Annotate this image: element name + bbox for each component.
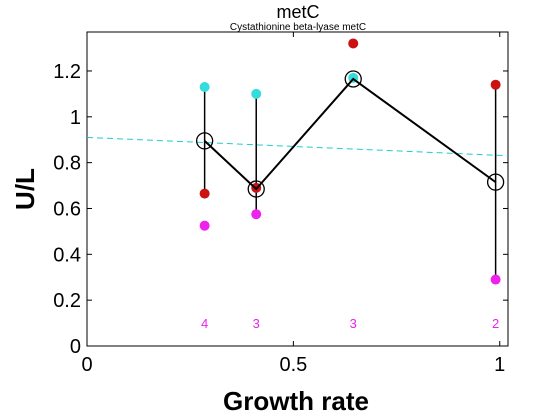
red-point [490,79,501,90]
cyan-point [199,82,210,93]
red-point [199,188,210,199]
y-tick-label: 1 [70,107,81,129]
y-tick-label: 0 [70,336,81,358]
mean-line-group [195,70,505,198]
counts-group: 4 3 3 2 [201,316,499,331]
cyan-point [251,88,262,99]
magenta-point [199,220,210,231]
red-point [348,38,359,49]
y-tick-label: 1.2 [53,61,81,83]
y-tick-label: 0.2 [53,290,81,312]
trend-line [86,136,509,157]
count-label: 4 [201,316,208,331]
chart-title: metC [276,2,319,22]
plot-area [86,31,509,347]
mean-marker [486,173,505,191]
x-tick-label: 0 [81,354,92,376]
count-label: 2 [492,316,499,331]
y-tick-label: 0.6 [53,198,81,220]
x-tick-label: 1 [494,354,505,376]
y-tick-label: 0.4 [53,244,81,266]
mean-marker [195,132,214,150]
x-tick-label: 0.5 [279,354,307,376]
mean-marker [247,180,265,198]
count-label: 3 [253,316,260,331]
mean-line [203,77,497,191]
axis-ticks: 0 0.5 1 0 0.2 0.4 0.6 0.8 1 1.2 [53,32,508,376]
count-label: 3 [350,316,357,331]
x-axis-label: Growth rate [223,386,369,416]
magenta-point [490,274,501,285]
y-tick-label: 0.8 [53,153,81,175]
mean-marker [344,70,362,88]
magenta-point [251,209,262,220]
chart-subtitle: Cystathionine beta-lyase metC [230,22,366,33]
y-axis-label: U/L [10,168,40,210]
trend-line-group [86,136,509,157]
